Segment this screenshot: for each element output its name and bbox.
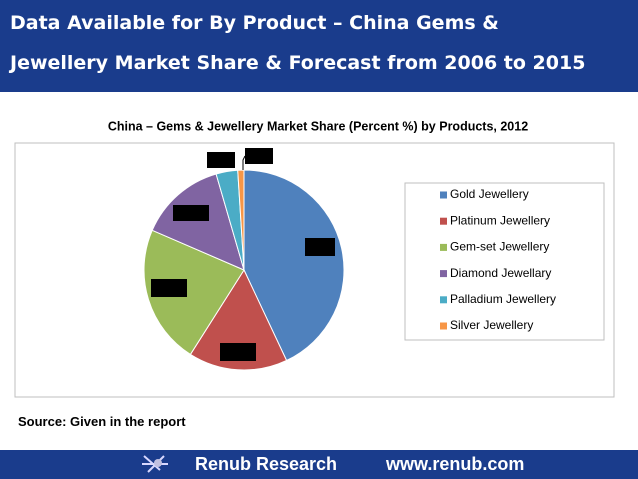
legend: Gold Jewellery Platinum Jewellery Gem-set … (440, 187, 556, 332)
pie-slice (151, 173, 245, 271)
pie-slice (189, 268, 288, 371)
legend-swatch (440, 322, 447, 330)
redaction (245, 148, 273, 164)
legend-swatch (440, 296, 447, 304)
redaction (207, 152, 235, 168)
title-banner: Data Available for By Product – China Ge… (0, 0, 638, 92)
chart: China – Gems & Jewellery Market Share (P… (14, 119, 615, 398)
pie-slice (243, 169, 345, 362)
legend-swatch (440, 191, 447, 199)
footer-bar: Renub Research www.renub.com (0, 450, 638, 479)
url: www.renub.com (386, 454, 525, 474)
legend-label: Gold Jewellery (450, 187, 529, 201)
redacted-labels (151, 148, 335, 361)
title-line: Jewellery Market Share & Forecast from 2… (10, 52, 586, 74)
leader-line (242, 155, 246, 170)
legend-label: Platinum Jewellery (450, 213, 550, 227)
legend-label: Silver Jewellery (450, 318, 533, 332)
redaction (151, 279, 187, 297)
legend-swatch (440, 217, 447, 225)
brand: Renub Research (195, 454, 338, 474)
pie (143, 169, 345, 371)
source-note: Source: Given in the report (18, 414, 186, 429)
redaction (305, 238, 335, 256)
legend-label: Palladium Jewellery (450, 292, 556, 306)
legend-frame (404, 182, 605, 341)
legend-label: Diamond Jewellary (450, 266, 551, 280)
title-line: Data Available for By Product – China Ge… (10, 12, 499, 34)
legend-swatch (440, 270, 447, 278)
chart-title: China – Gems & Jewellery Market Share (P… (108, 119, 528, 133)
pie-slice (237, 169, 245, 271)
legend-label: Gem-set Jewellery (450, 240, 549, 254)
pie-slice (143, 229, 245, 356)
legend-swatch (440, 243, 447, 251)
redaction (173, 205, 209, 221)
redaction (220, 343, 256, 361)
logo (142, 455, 168, 473)
